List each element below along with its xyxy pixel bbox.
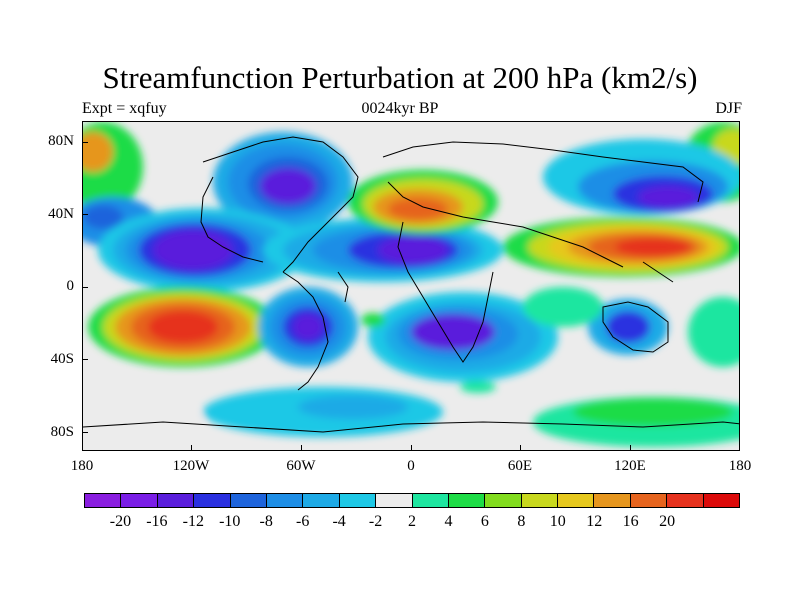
contour-fill xyxy=(83,122,739,447)
colorbar-label: 20 xyxy=(659,513,676,530)
colorbar-box xyxy=(703,494,740,507)
lon-label-180e: 180 xyxy=(728,458,752,474)
colorbar-box xyxy=(194,494,231,507)
colorbar-box xyxy=(376,494,413,507)
time-label: 0024kyr BP xyxy=(361,100,439,117)
plot-title: Streamfunction Perturbation at 200 hPa (… xyxy=(102,60,698,95)
lon-label-0: 0 xyxy=(407,458,415,474)
colorbar-label: 10 xyxy=(549,513,566,530)
colorbar-box xyxy=(558,494,595,507)
colorbar-label: 16 xyxy=(622,513,639,530)
coastlines xyxy=(83,136,739,433)
season-label: DJF xyxy=(715,100,742,117)
colorbar-label: -2 xyxy=(368,513,383,530)
colorbar-label: -4 xyxy=(332,513,346,530)
colorbar xyxy=(84,493,740,508)
experiment-label: Expt = xqfuy xyxy=(82,100,167,117)
lon-label-60w: 60W xyxy=(286,458,316,474)
colorbar-label: 2 xyxy=(408,513,416,530)
colorbar-box xyxy=(157,494,195,507)
colorbar-box xyxy=(485,494,522,507)
lat-tick xyxy=(82,432,88,433)
colorbar-box xyxy=(85,494,122,507)
colorbar-label: 8 xyxy=(517,513,526,530)
lon-label-120w: 120W xyxy=(172,458,210,474)
colorbar-box xyxy=(448,494,486,507)
lon-tick xyxy=(301,445,302,451)
colorbar-box xyxy=(339,494,377,507)
lon-tick xyxy=(411,445,412,451)
colorbar-box xyxy=(521,494,559,507)
colorbar-box xyxy=(230,494,267,507)
lat-tick xyxy=(82,214,88,215)
lat-tick xyxy=(82,142,88,143)
lat-tick xyxy=(82,287,88,288)
colorbar-box xyxy=(266,494,304,507)
colorbar-label: 12 xyxy=(586,513,603,530)
lon-label-180w: 180 xyxy=(70,458,94,474)
colorbar-label: -20 xyxy=(109,513,132,530)
colorbar-box xyxy=(667,494,704,507)
colorbar-box xyxy=(594,494,631,507)
colorbar-label: -10 xyxy=(219,513,241,530)
colorbar-box xyxy=(303,494,340,507)
lon-tick xyxy=(520,445,521,451)
lon-tick xyxy=(630,445,631,451)
colorbar-box xyxy=(121,494,158,507)
colorbar-label: -6 xyxy=(295,513,310,530)
colorbar-box xyxy=(412,494,449,507)
colorbar-label: -16 xyxy=(146,513,168,530)
colorbar-label: -8 xyxy=(259,513,273,530)
colorbar-label: -12 xyxy=(182,513,204,530)
map-panel xyxy=(82,121,740,451)
colorbar-label: 6 xyxy=(480,513,489,530)
colorbar-label: 4 xyxy=(444,513,453,530)
lat-label-40n: 40N xyxy=(48,206,74,222)
lon-tick xyxy=(191,445,192,451)
lon-label-120e: 120E xyxy=(614,458,646,474)
streamfunction-field xyxy=(83,122,739,450)
lat-label-40s: 40S xyxy=(50,351,74,367)
lat-label-0: 0 xyxy=(66,278,75,294)
lat-label-80s: 80S xyxy=(50,424,74,440)
colorbar-box xyxy=(630,494,668,507)
lon-label-60e: 60E xyxy=(507,458,533,474)
lat-label-80n: 80N xyxy=(48,133,74,149)
lat-tick xyxy=(82,359,88,360)
